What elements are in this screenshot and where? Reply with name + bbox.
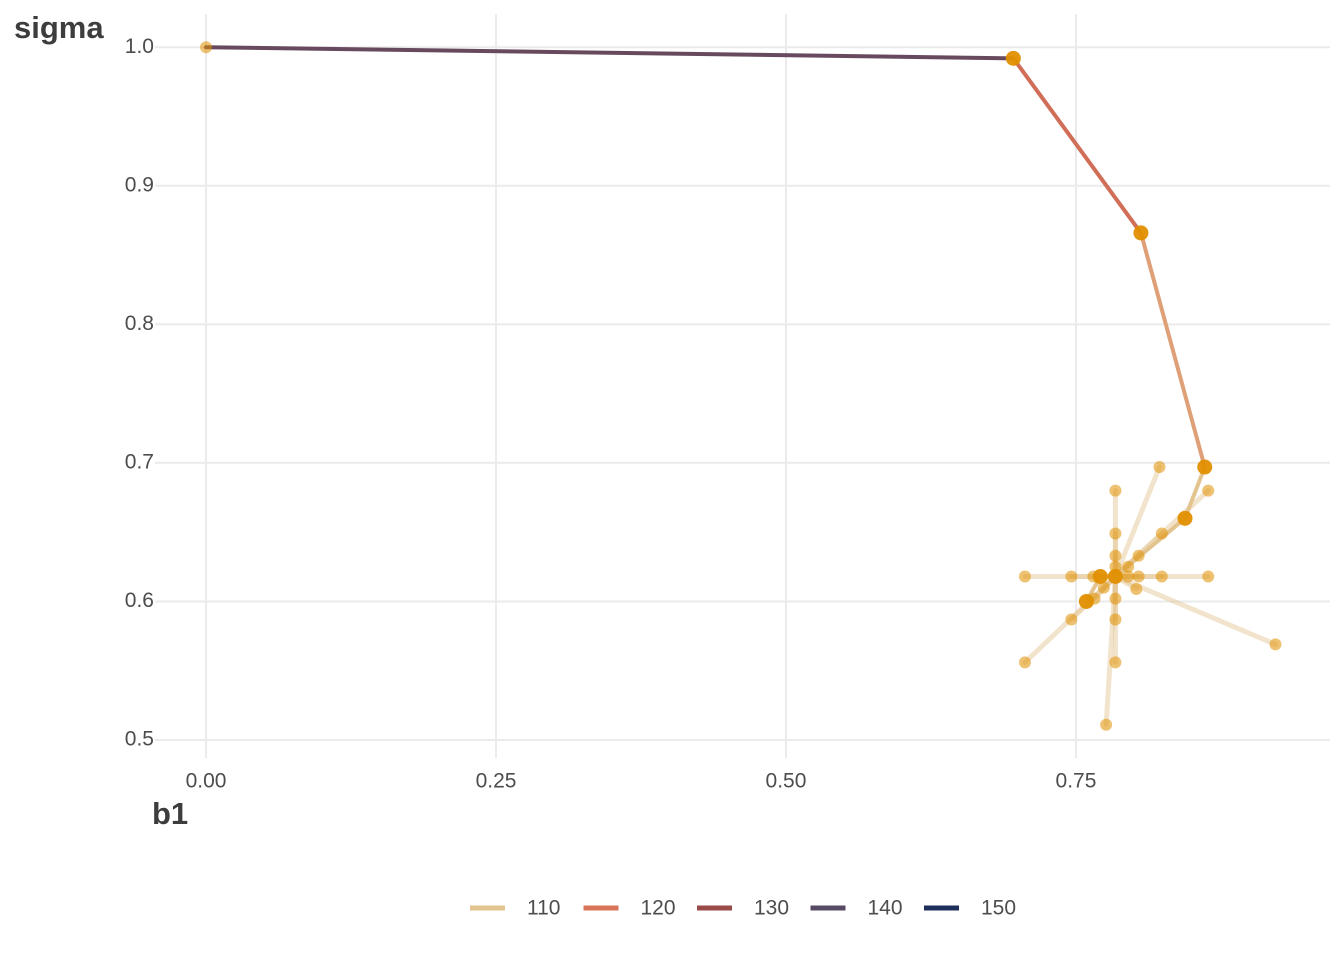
y-tick-label: 1.0 bbox=[125, 35, 154, 58]
y-axis-label: sigma bbox=[14, 10, 104, 45]
trial-point bbox=[1202, 484, 1215, 497]
trial-point bbox=[1109, 613, 1122, 626]
x-axis-label: b1 bbox=[152, 796, 188, 831]
trial-point bbox=[1155, 570, 1168, 583]
trial-point bbox=[1155, 527, 1168, 540]
trial-point bbox=[1132, 570, 1145, 583]
trial-point bbox=[1109, 549, 1122, 562]
path-point bbox=[200, 41, 213, 54]
trial-point bbox=[1122, 560, 1135, 573]
legend-label: 130 bbox=[754, 897, 789, 920]
path-point bbox=[1078, 593, 1094, 609]
trial-point bbox=[1018, 570, 1031, 583]
trial-point bbox=[1109, 527, 1122, 540]
path-point bbox=[1133, 225, 1149, 241]
x-tick-label: 0.00 bbox=[186, 770, 227, 793]
trial-point bbox=[1153, 461, 1166, 474]
path-segment bbox=[1138, 230, 1207, 470]
trial-point bbox=[1109, 656, 1122, 669]
trial-line bbox=[1112, 464, 1162, 580]
x-tick-label: 0.75 bbox=[1056, 770, 1097, 793]
trial-point bbox=[1269, 638, 1282, 651]
trial-point bbox=[1132, 549, 1145, 562]
trial-point bbox=[1065, 570, 1078, 583]
legend-label: 150 bbox=[981, 897, 1016, 920]
legend-label: 120 bbox=[641, 897, 676, 920]
path-segment bbox=[1183, 465, 1207, 521]
y-tick-label: 0.5 bbox=[125, 728, 154, 751]
path-segment bbox=[1011, 56, 1143, 235]
trial-point bbox=[1065, 613, 1078, 626]
legend-label: 140 bbox=[868, 897, 903, 920]
y-tick-label: 0.7 bbox=[125, 450, 154, 473]
trial-point bbox=[1122, 570, 1135, 583]
trial-point bbox=[1109, 484, 1122, 497]
path-segment bbox=[204, 45, 1016, 61]
y-tick-label: 0.6 bbox=[125, 589, 154, 612]
path-point bbox=[1005, 50, 1021, 66]
trial-point bbox=[1202, 570, 1215, 583]
trial-point bbox=[1100, 718, 1113, 731]
trial-point bbox=[1109, 592, 1122, 605]
y-tick-label: 0.9 bbox=[125, 173, 154, 196]
path-point bbox=[1177, 510, 1193, 526]
trial-point bbox=[1018, 656, 1031, 669]
legend-label: 110 bbox=[527, 897, 560, 920]
x-tick-label: 0.25 bbox=[476, 770, 517, 793]
path-point bbox=[1107, 569, 1123, 585]
y-tick-label: 0.8 bbox=[125, 312, 154, 335]
path-point bbox=[1092, 569, 1108, 585]
path-point bbox=[1197, 459, 1213, 475]
x-tick-label: 0.50 bbox=[766, 770, 807, 793]
trial-point bbox=[1130, 582, 1143, 595]
trial-point bbox=[1097, 581, 1110, 594]
